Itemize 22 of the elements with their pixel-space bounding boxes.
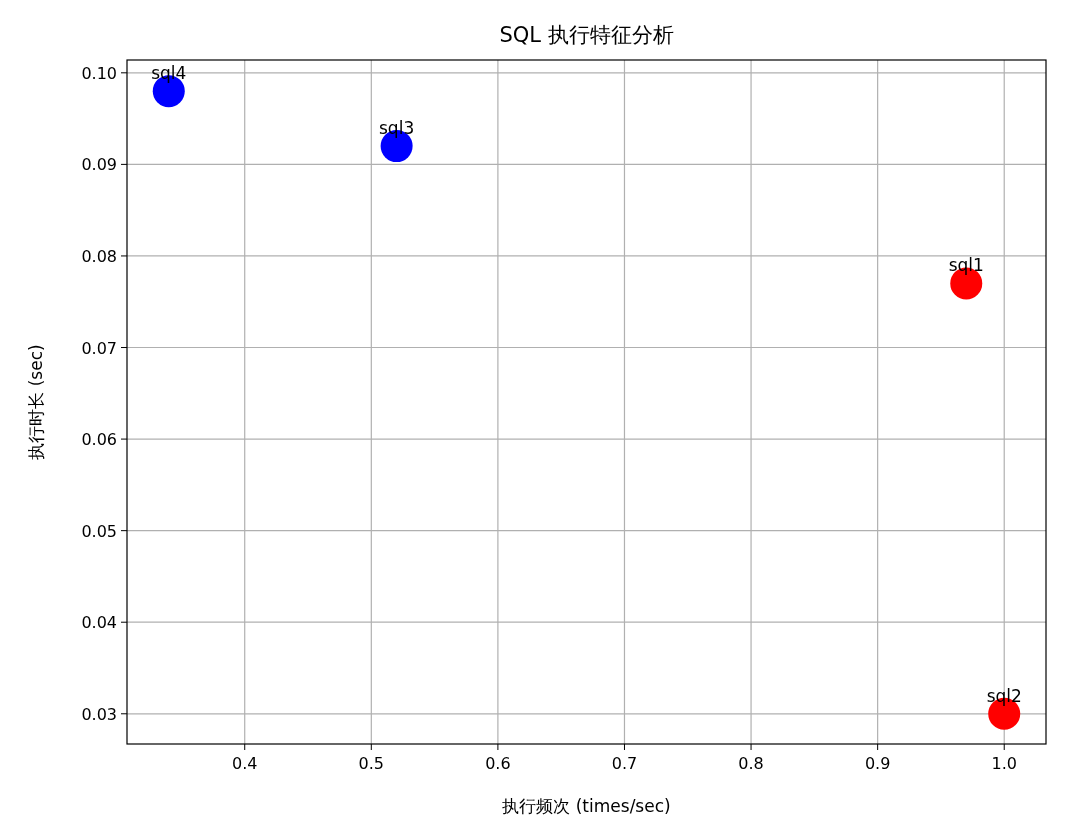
x-tick-label: 0.7 <box>611 754 638 773</box>
annotation: sql1 <box>948 255 984 276</box>
x-tick-label: 0.4 <box>232 754 258 773</box>
y-tick-label: 0.05 <box>81 521 117 541</box>
y-tick-label: 0.04 <box>81 613 117 633</box>
x-tick-label: 0.6 <box>485 754 511 773</box>
y-tick-label: 0.03 <box>81 704 117 724</box>
y-tick-label: 0.06 <box>81 430 117 450</box>
x-tick-label: 0.8 <box>738 754 764 773</box>
x-tick-label: 0.9 <box>864 754 891 773</box>
y-tick-label: 0.09 <box>81 155 117 175</box>
x-tick-label: 1.0 <box>991 754 1017 773</box>
y-tick-label: 0.10 <box>81 63 117 83</box>
annotation: sql3 <box>379 118 415 139</box>
annotation: sql4 <box>151 63 187 84</box>
chart-title: SQL 执行特征分析 <box>499 23 674 47</box>
y-tick-label: 0.08 <box>81 246 117 266</box>
annotation: sql2 <box>986 685 1022 706</box>
x-tick-label: 0.5 <box>358 754 385 773</box>
x-axis-title: 执行频次 (times/sec) <box>502 796 671 816</box>
y-tick-label: 0.07 <box>81 338 117 358</box>
y-axis-title: 执行时长 (sec) <box>26 344 46 460</box>
